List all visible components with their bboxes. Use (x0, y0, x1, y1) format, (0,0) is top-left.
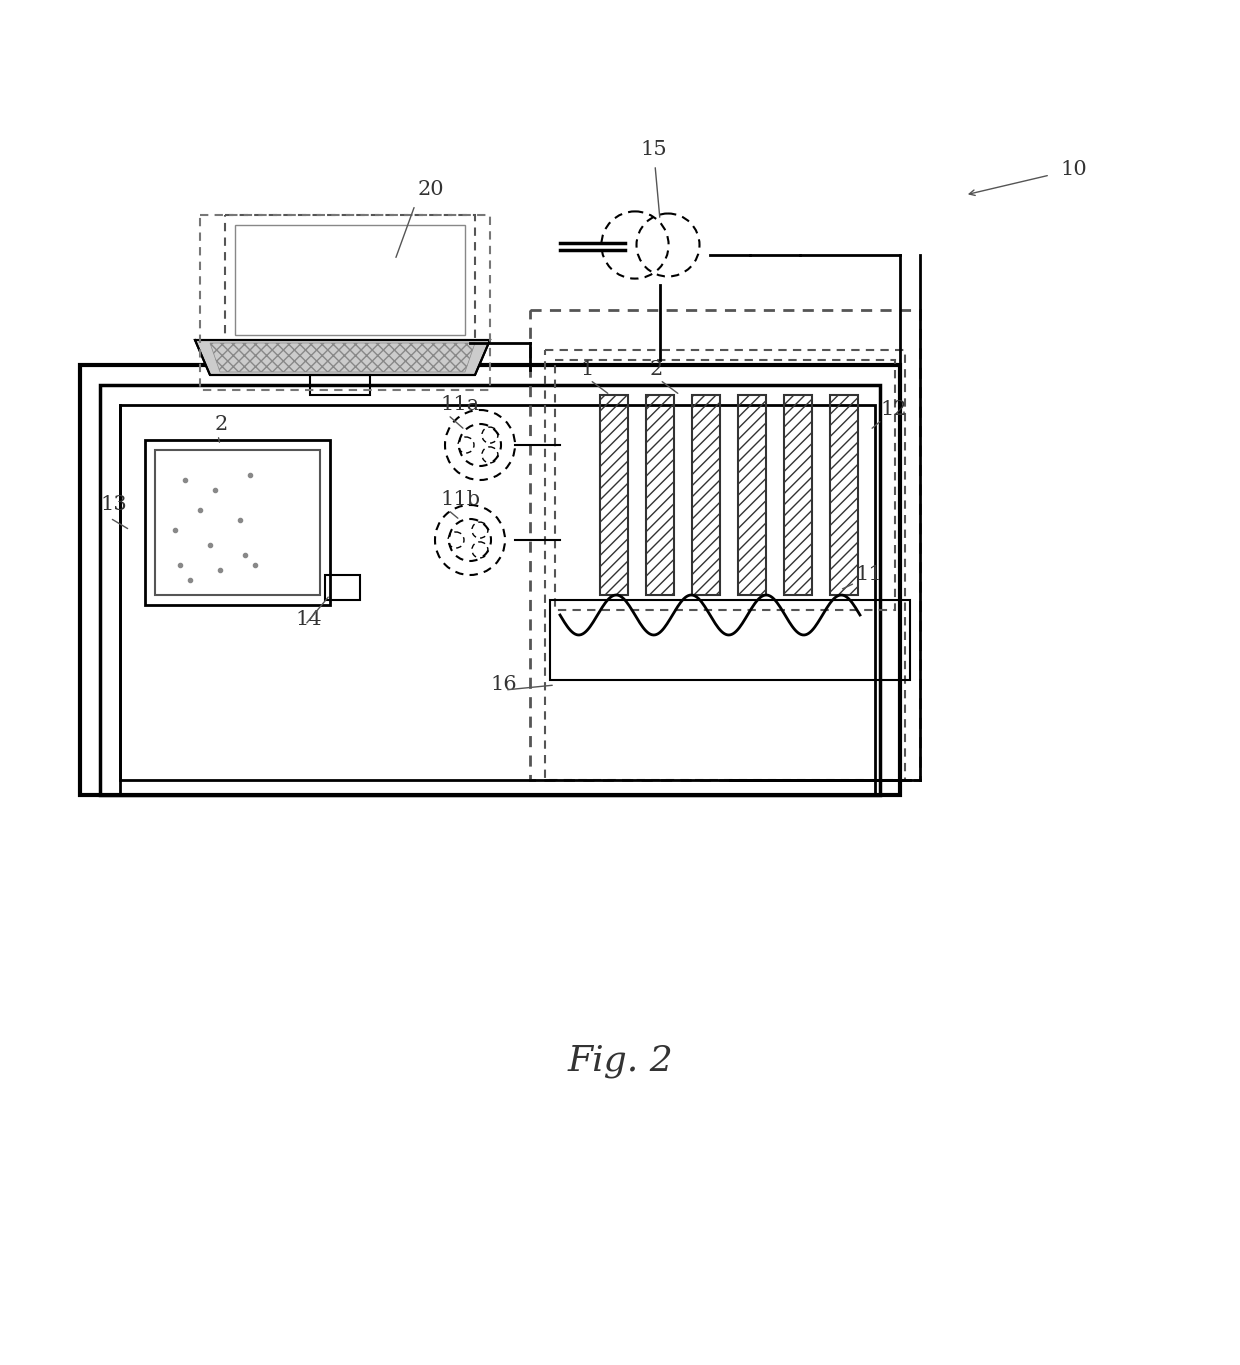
Text: 20: 20 (418, 180, 445, 199)
Text: 15: 15 (640, 141, 667, 158)
Bar (145, 440, 330, 605)
Bar (325, 575, 360, 601)
Text: 13: 13 (100, 495, 126, 515)
Bar (310, 375, 370, 394)
Bar (692, 394, 720, 595)
Text: 10: 10 (1060, 160, 1086, 179)
Text: 1: 1 (580, 360, 594, 379)
Bar (738, 394, 766, 595)
Bar (646, 394, 675, 595)
Text: 11: 11 (856, 565, 882, 584)
Bar (155, 450, 320, 595)
Bar (600, 394, 627, 595)
Text: 2: 2 (650, 360, 663, 379)
Bar (546, 349, 905, 779)
Bar (81, 364, 900, 794)
Bar (529, 310, 920, 779)
Text: 14: 14 (295, 610, 321, 629)
Text: 16: 16 (490, 676, 517, 693)
Text: 2: 2 (215, 415, 228, 434)
Text: 11b: 11b (440, 490, 480, 509)
Bar (120, 405, 875, 794)
Bar (830, 394, 858, 595)
Bar (551, 601, 910, 680)
Text: 11a: 11a (440, 394, 479, 414)
Text: Fig. 2: Fig. 2 (567, 1043, 673, 1077)
Text: 12: 12 (880, 400, 906, 419)
Bar (224, 216, 475, 345)
Polygon shape (195, 340, 490, 375)
Bar (556, 360, 895, 610)
Bar (784, 394, 812, 595)
Bar (100, 385, 880, 794)
Bar (236, 225, 465, 334)
